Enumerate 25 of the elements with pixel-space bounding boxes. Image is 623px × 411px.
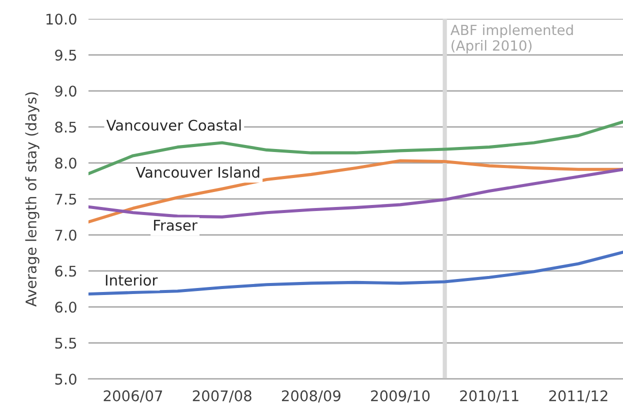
y-tick-label: 6.0 <box>55 302 76 313</box>
x-tick-label: 2010/11 <box>460 390 518 402</box>
x-tick-label: 2007/08 <box>192 390 252 402</box>
series-label: Vancouver Island <box>136 166 260 178</box>
annotation: ABF implemented (April 2010) <box>450 24 573 54</box>
y-tick-label: 9.5 <box>55 50 76 61</box>
y-tick-label: 5.5 <box>55 338 76 349</box>
x-tick-label: 2011/12 <box>549 390 608 402</box>
y-tick-label: 9.0 <box>55 86 76 97</box>
x-tick-label: 2009/10 <box>371 390 430 402</box>
x-tick-label: 2008/09 <box>282 390 340 402</box>
line-series <box>88 168 623 218</box>
series-label: Vancouver Coastal <box>106 119 241 131</box>
y-tick-label: 7.5 <box>55 194 76 205</box>
y-tick-label: 6.5 <box>55 266 76 277</box>
series-label: Fraser <box>154 220 198 231</box>
y-tick-label: 7.0 <box>55 230 76 241</box>
x-tick-label: 2006/07 <box>104 390 162 402</box>
series-label: Interior <box>106 274 158 286</box>
y-tick-label: 8.0 <box>55 158 76 169</box>
y-tick-label: 10.0 <box>46 14 76 25</box>
y-axis-title: Average length of stay (days) <box>25 92 40 307</box>
line-series <box>88 250 623 296</box>
y-tick-label: 5.0 <box>55 374 76 385</box>
y-tick-label: 8.5 <box>55 122 76 133</box>
